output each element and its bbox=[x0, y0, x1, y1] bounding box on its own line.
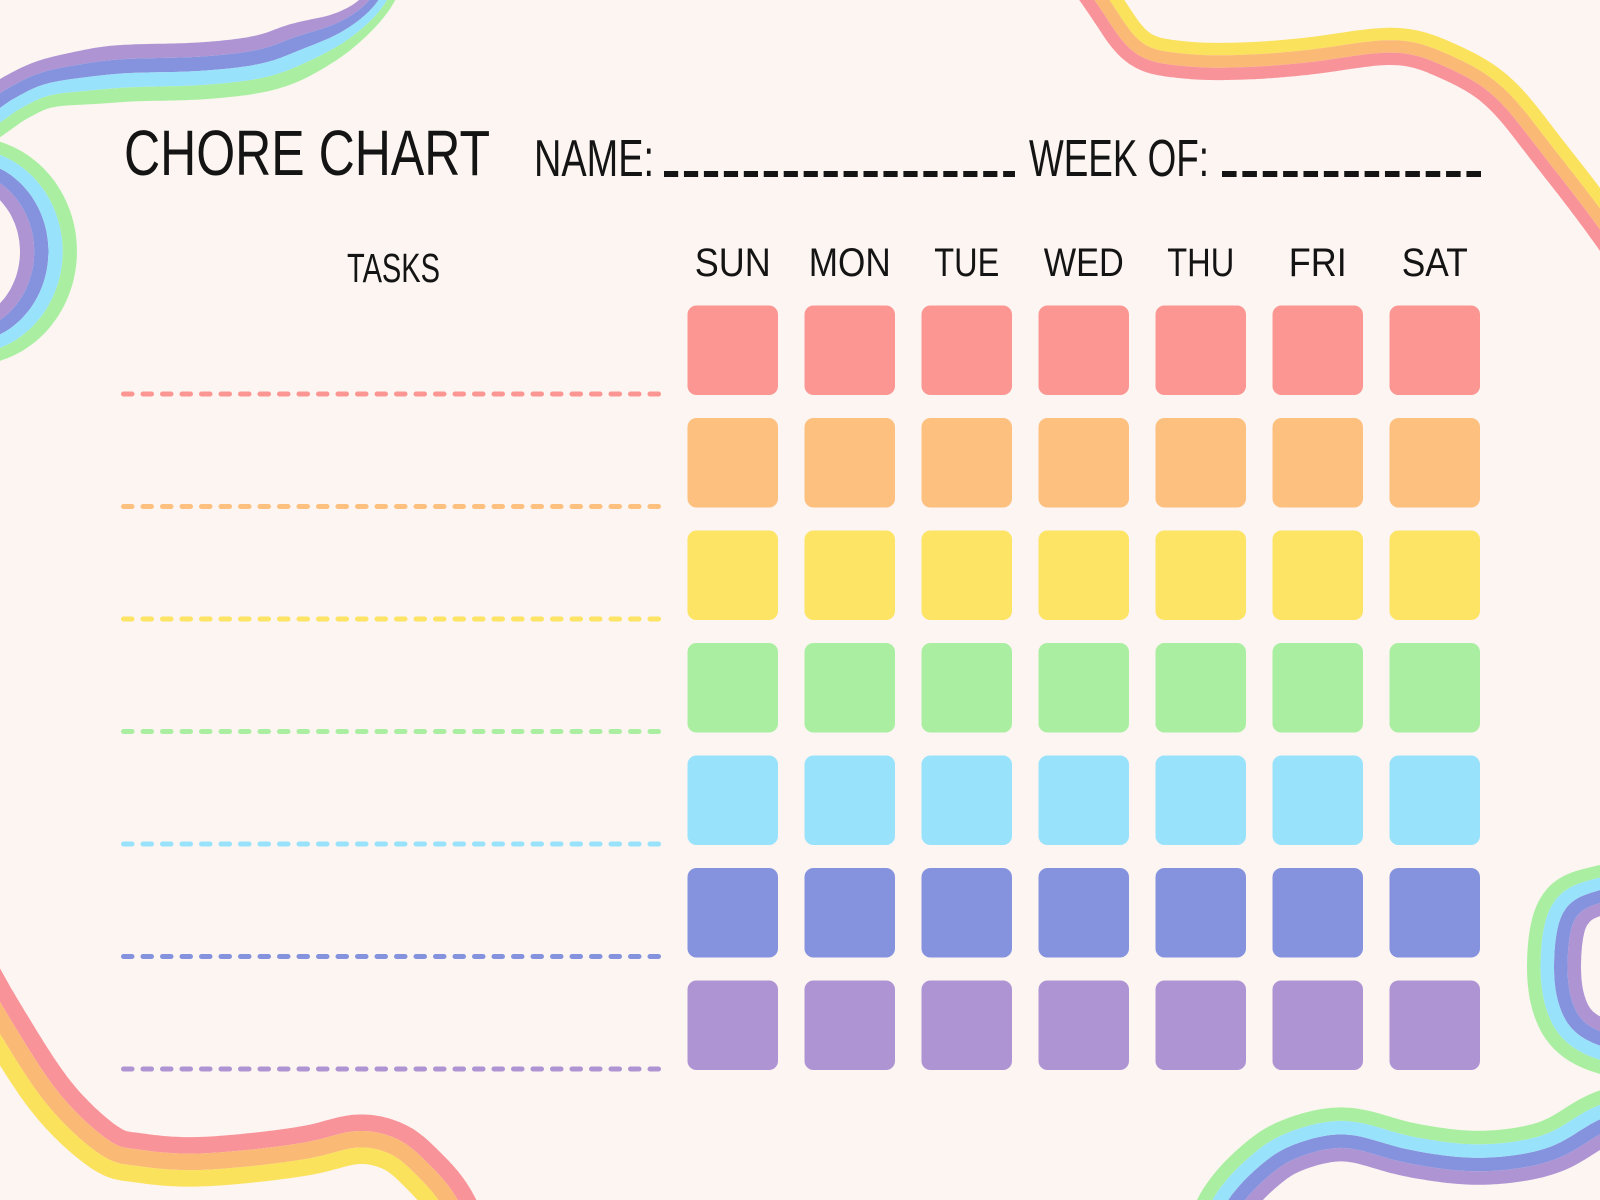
svg-text:SAT: SAT bbox=[1402, 241, 1468, 285]
svg-text:WEEK OF:: WEEK OF: bbox=[1029, 130, 1209, 188]
svg-text:CHORE CHART: CHORE CHART bbox=[124, 117, 490, 189]
svg-text:FRI: FRI bbox=[1289, 241, 1347, 285]
svg-text:TASKS: TASKS bbox=[347, 245, 440, 291]
svg-text:MON: MON bbox=[809, 241, 891, 285]
svg-text:THU: THU bbox=[1167, 241, 1234, 285]
svg-text:NAME:: NAME: bbox=[534, 130, 654, 188]
svg-text:WED: WED bbox=[1044, 241, 1124, 285]
svg-text:SUN: SUN bbox=[695, 241, 771, 285]
svg-text:TUE: TUE bbox=[934, 241, 999, 285]
